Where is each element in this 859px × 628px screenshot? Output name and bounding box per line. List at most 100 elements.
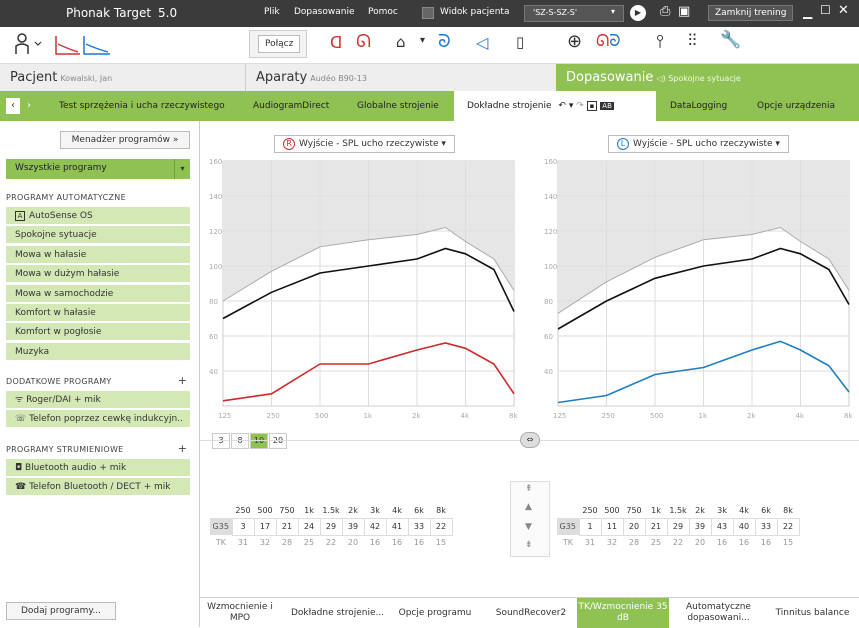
program-item[interactable]: Mowa w samochodzie bbox=[6, 284, 190, 303]
add-extra-program-icon[interactable]: + bbox=[177, 374, 187, 387]
g35-cell[interactable]: 40 bbox=[732, 517, 756, 536]
g35-cell[interactable]: 42 bbox=[363, 517, 387, 536]
menu-help[interactable]: Pomoc bbox=[368, 7, 398, 17]
g35-cell[interactable]: 24 bbox=[297, 517, 321, 536]
patient-toolbar-icons[interactable] bbox=[14, 32, 114, 60]
bte-left-icon[interactable]: ᘐ bbox=[438, 31, 451, 52]
maximize-icon[interactable]: ☐ bbox=[820, 3, 831, 17]
right-chart-mode-dropdown[interactable]: R Wyjście - SPL ucho rzeczywiste ▾ bbox=[274, 135, 455, 153]
freq-header: 250 bbox=[235, 505, 251, 515]
print-icon[interactable]: ⎙ bbox=[660, 4, 671, 19]
freq-header: 3k bbox=[717, 505, 727, 515]
program-bluetooth-audio[interactable]: ◘ Bluetooth audio + mik bbox=[6, 459, 190, 477]
tab-datalogging[interactable]: DataLogging bbox=[670, 101, 728, 111]
right-ear-icon[interactable]: ᗡ bbox=[330, 33, 343, 52]
sliders-icon[interactable]: ⫶⫶ bbox=[688, 31, 697, 51]
section-patient[interactable]: Pacjent Kowalski, Jan bbox=[0, 64, 246, 91]
volume-level-button[interactable]: 20 bbox=[269, 433, 287, 449]
back-icon[interactable]: ‹ bbox=[6, 98, 20, 114]
g35-cell[interactable]: 41 bbox=[385, 517, 409, 536]
volume-level-button[interactable]: 3 bbox=[212, 433, 230, 449]
tab-fine-tuning[interactable]: Dokładne strojenie ↶ ▾ ↷ ▪ AB bbox=[454, 91, 656, 121]
ab-compare-icon[interactable]: AB bbox=[600, 102, 614, 110]
g35-cell[interactable]: 17 bbox=[253, 517, 277, 536]
close-icon[interactable]: ✕ bbox=[838, 3, 849, 18]
program-item[interactable]: Spokojne sytuacje bbox=[6, 226, 190, 245]
program-filter-dropdown[interactable]: Wszystkie programy ▾ bbox=[6, 159, 190, 179]
connect-button[interactable]: Połącz bbox=[258, 35, 301, 53]
tab-global-tuning[interactable]: Globalne strojenie bbox=[357, 101, 439, 111]
btab-soundrecover[interactable]: SoundRecover2 bbox=[495, 607, 567, 618]
program-telecoil[interactable]: ☏ Telefon poprzez cewkę indukcyjn.. bbox=[6, 410, 190, 428]
g35-cell[interactable]: 29 bbox=[319, 517, 343, 536]
btab-gain-mpo[interactable]: Wzmocnienie i MPO bbox=[207, 602, 273, 623]
view-toggle-icon[interactable]: ▪ bbox=[586, 101, 598, 111]
program-item[interactable]: Mowa w dużym hałasie bbox=[6, 265, 190, 284]
btab-auto-fit[interactable]: Automatyczne dopasowani... bbox=[686, 602, 751, 623]
program-manager-button[interactable]: Menadżer programów » bbox=[60, 131, 190, 149]
link-ears-icon[interactable]: ⇔ bbox=[520, 432, 540, 448]
btab-tk-gain[interactable]: TK/Wzmocnienie 35 dB bbox=[577, 598, 669, 628]
close-training-button[interactable]: Zamknij trening bbox=[708, 5, 794, 21]
add-programs-button[interactable]: Dodaj programy... bbox=[6, 602, 116, 620]
redo-icon[interactable]: ↷ bbox=[576, 101, 584, 111]
program-item[interactable]: Muzyka bbox=[6, 342, 190, 361]
tab-feedback-test[interactable]: Test sprzężenia i ucha rzeczywistego bbox=[59, 101, 225, 111]
program-item[interactable]: A AutoSense OS bbox=[6, 207, 190, 225]
btab-fine-tuning[interactable]: Dokładne strojenie... bbox=[290, 607, 385, 618]
forward-icon[interactable]: › bbox=[27, 100, 31, 111]
btab-program-options[interactable]: Opcje programu bbox=[398, 607, 472, 618]
section-fitting[interactable]: Dopasowanie ◁) Spokojne sytuacje bbox=[556, 64, 859, 91]
g35-cell[interactable]: 21 bbox=[275, 517, 299, 536]
section-devices[interactable]: Aparaty Audéo B90-13 bbox=[246, 64, 556, 91]
bte-right-icon[interactable]: ᘏ bbox=[356, 31, 371, 52]
auto-icon: A bbox=[15, 211, 25, 221]
g35-cell[interactable]: 33 bbox=[407, 517, 431, 536]
undo-icon[interactable]: ↶ bbox=[558, 101, 566, 111]
minimize-icon[interactable]: ▁ bbox=[803, 5, 813, 19]
g35-cell[interactable]: 33 bbox=[754, 517, 778, 536]
g35-cell[interactable]: 22 bbox=[776, 517, 800, 536]
session-dropdown[interactable]: 'SZ-S-SZ-S' ▾ bbox=[524, 5, 624, 22]
btab-tinnitus[interactable]: Tinnitus balance bbox=[775, 607, 850, 618]
step-down-icon[interactable]: ▼ bbox=[525, 522, 532, 532]
play-icon[interactable]: ▶ bbox=[630, 5, 646, 21]
tab-device-options[interactable]: Opcje urządzenia bbox=[757, 101, 835, 111]
g35-cell[interactable]: 39 bbox=[341, 517, 365, 536]
volume-level-button[interactable]: 10 bbox=[250, 433, 268, 449]
program-item[interactable]: Komfort w hałasie bbox=[6, 304, 190, 322]
save-icon[interactable]: ▣ bbox=[678, 4, 691, 19]
g35-cell[interactable]: 20 bbox=[622, 517, 646, 536]
left-ear-icon[interactable]: ◁ bbox=[476, 33, 489, 52]
target-icon[interactable]: ⊕ bbox=[567, 31, 583, 52]
program-roger[interactable]: ᯤ Roger/DAI + mik bbox=[6, 391, 190, 409]
volume-level-button[interactable]: 8 bbox=[231, 433, 249, 449]
program-item[interactable]: Komfort w pogłosie bbox=[6, 323, 190, 342]
menu-fitting[interactable]: Dopasowanie bbox=[294, 7, 355, 17]
device-dropdown-icon[interactable]: ▾ bbox=[420, 35, 426, 46]
g35-cell[interactable]: 43 bbox=[710, 517, 734, 536]
chevron-down-icon[interactable]: ▾ bbox=[568, 101, 574, 111]
g35-cell[interactable]: 22 bbox=[429, 517, 453, 536]
menu-file[interactable]: Plik bbox=[264, 7, 280, 17]
left-chart-mode-dropdown[interactable]: L Wyjście - SPL ucho rzeczywiste ▾ bbox=[608, 135, 789, 153]
program-bluetooth-phone[interactable]: ☎ Telefon Bluetooth / DECT + mik bbox=[6, 478, 190, 496]
pin-icon[interactable]: ⫯ bbox=[656, 31, 664, 52]
g35-cell[interactable]: 39 bbox=[688, 517, 712, 536]
step-down-max-icon[interactable]: ⇟ bbox=[525, 540, 533, 550]
wrench-icon[interactable]: 🔧 bbox=[720, 30, 742, 50]
ear-fit-icon[interactable]: ᘏᘐ bbox=[596, 31, 621, 50]
add-stream-program-icon[interactable]: + bbox=[177, 442, 187, 455]
battery-icon[interactable]: ▯ bbox=[516, 33, 525, 51]
patient-view-checkbox[interactable] bbox=[422, 7, 434, 19]
g35-cell[interactable]: 21 bbox=[644, 517, 668, 536]
g35-cell[interactable]: 3 bbox=[231, 517, 255, 536]
g35-cell[interactable]: 11 bbox=[600, 517, 624, 536]
tab-audiogram-direct[interactable]: AudiogramDirect bbox=[253, 101, 330, 111]
g35-cell[interactable]: 1 bbox=[578, 517, 602, 536]
step-up-icon[interactable]: ▲ bbox=[525, 502, 532, 512]
program-item[interactable]: Mowa w hałasie bbox=[6, 245, 190, 264]
device-icon[interactable]: ⌂ bbox=[396, 33, 406, 51]
step-up-max-icon[interactable]: ⇞ bbox=[525, 484, 533, 494]
g35-cell[interactable]: 29 bbox=[666, 517, 690, 536]
